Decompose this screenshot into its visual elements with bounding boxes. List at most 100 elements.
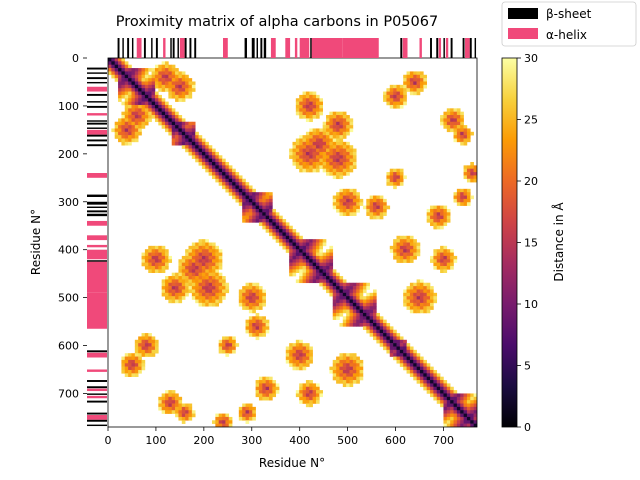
alpha-helix-segment: [402, 38, 408, 58]
heatmap-cell: [228, 172, 233, 176]
heatmap-cell: [336, 208, 340, 213]
heatmap-cell: [305, 98, 310, 102]
heatmap-cell: [158, 84, 162, 89]
heatmap-cell: [255, 380, 260, 384]
alpha-helix-segment: [87, 369, 107, 372]
heatmap-cell: [201, 249, 206, 253]
heatmap-cell: [332, 125, 337, 129]
heatmap-cell: [218, 262, 223, 267]
heatmap-cell: [188, 255, 193, 260]
heatmap-cell: [332, 135, 337, 139]
heatmap-cell: [151, 94, 156, 99]
heatmap-cell: [419, 380, 424, 384]
heatmap-cell: [265, 386, 270, 391]
heatmap-cell: [299, 249, 303, 253]
heatmap-cell: [118, 138, 122, 143]
heatmap-cell: [295, 339, 300, 344]
heatmap-cell: [440, 249, 444, 253]
heatmap-cell: [262, 319, 266, 324]
heatmap-cell: [165, 406, 169, 411]
heatmap-cell: [218, 182, 223, 186]
heatmap-cell: [255, 219, 260, 223]
heatmap-cell: [349, 319, 354, 324]
heatmap-cell: [373, 326, 377, 331]
heatmap-cell: [248, 282, 253, 287]
heatmap-cell: [339, 121, 344, 126]
heatmap-cell: [161, 259, 166, 263]
heatmap-cell: [339, 292, 344, 297]
beta-sheet-segment: [263, 38, 267, 58]
heatmap-cell: [356, 202, 360, 206]
heatmap-cell: [446, 410, 451, 414]
heatmap-cell: [453, 118, 458, 123]
heatmap-cell: [225, 182, 230, 186]
heatmap-cell: [131, 91, 136, 96]
heatmap-cell: [406, 286, 411, 290]
heatmap-cell: [195, 245, 199, 250]
heatmap-cell: [443, 413, 448, 418]
beta-sheet-segment: [194, 38, 197, 58]
x-tick-label: 500: [337, 434, 358, 447]
heatmap-cell: [319, 265, 323, 270]
heatmap-cell: [349, 356, 354, 361]
heatmap-cell: [188, 279, 193, 284]
heatmap-cell: [299, 393, 303, 398]
heatmap-cell: [456, 396, 461, 401]
heatmap-cell: [144, 111, 149, 116]
heatmap-cell: [218, 165, 223, 169]
heatmap-cell: [248, 323, 253, 327]
heatmap-cell: [305, 104, 310, 109]
heatmap-cell: [215, 286, 219, 290]
heatmap-cell: [121, 356, 126, 361]
beta-sheet-segment: [87, 67, 107, 70]
heatmap-cell: [118, 118, 122, 123]
heatmap-cell: [326, 259, 330, 263]
heatmap-cell: [309, 94, 313, 99]
heatmap-cell: [309, 98, 313, 102]
heatmap-cell: [161, 81, 166, 86]
heatmap-cell: [225, 286, 230, 290]
heatmap-cell: [326, 252, 330, 257]
heatmap-cell: [114, 125, 119, 129]
heatmap-cell: [443, 252, 448, 257]
heatmap-cell: [248, 219, 253, 223]
heatmap-cell: [473, 168, 477, 173]
heatmap-cell: [326, 272, 330, 277]
heatmap-cell: [289, 225, 293, 230]
heatmap-cell: [238, 178, 243, 183]
heatmap-cell: [108, 61, 112, 65]
heatmap-cell: [362, 319, 367, 324]
heatmap-cell: [419, 81, 424, 86]
heatmap-cell: [399, 252, 404, 257]
heatmap-cell: [299, 161, 303, 166]
heatmap-cell: [191, 286, 196, 290]
heatmap-cell: [171, 121, 176, 126]
heatmap-cell: [443, 212, 448, 216]
heatmap-cell: [426, 386, 431, 391]
heatmap-cell: [171, 138, 176, 143]
heatmap-cell: [326, 115, 330, 119]
heatmap-cell: [446, 420, 451, 424]
heatmap-cell: [315, 108, 320, 112]
heatmap-cell: [148, 252, 152, 257]
heatmap-cell: [151, 353, 156, 357]
heatmap-cell: [218, 161, 223, 166]
heatmap-cell: [336, 168, 340, 173]
heatmap-cell: [473, 400, 477, 404]
heatmap-cell: [124, 366, 129, 371]
heatmap-cell: [386, 323, 391, 327]
heatmap-cell: [134, 343, 139, 347]
heatmap-cell: [446, 215, 451, 220]
heatmap-cell: [185, 141, 189, 146]
heatmap-cell: [376, 319, 381, 324]
colorbar-bar: [501, 57, 518, 428]
heatmap-cell: [430, 383, 434, 388]
heatmap-cell: [453, 108, 458, 112]
heatmap-cell: [413, 363, 417, 367]
heatmap-cell: [178, 406, 183, 411]
heatmap-cell: [356, 373, 360, 377]
heatmap-cell: [460, 131, 464, 136]
heatmap-cell: [188, 148, 193, 153]
heatmap-cell: [148, 333, 152, 337]
heatmap-cell: [399, 94, 404, 99]
